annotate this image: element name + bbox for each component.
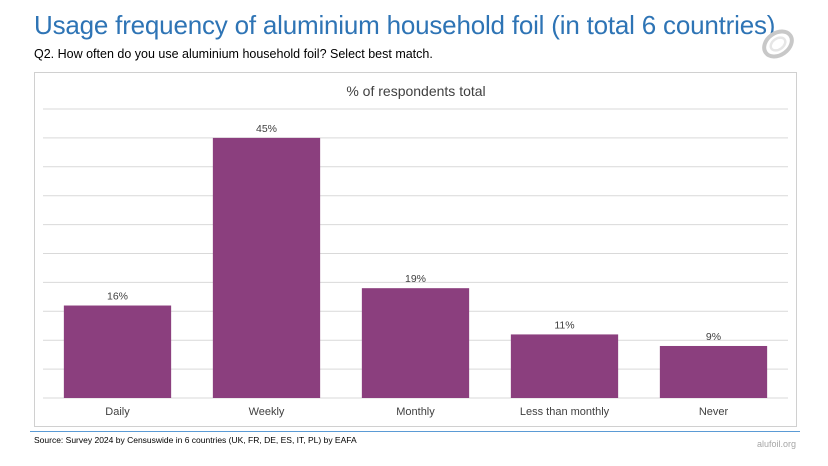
bar-daily [63, 305, 172, 398]
x-tick-label: Weekly [249, 406, 285, 418]
chart-area: % of respondents total 16% 45% 19% 11% 9% Da… [34, 72, 797, 427]
bar-less-than-monthly [510, 334, 619, 398]
footer-divider [30, 431, 800, 432]
value-labels: 16% 45% 19% 11% 9% [107, 123, 721, 343]
value-label: 11% [554, 319, 574, 331]
value-label: 45% [256, 123, 277, 135]
value-label: 9% [706, 331, 721, 343]
bars [63, 137, 768, 398]
x-tick-label: Less than monthly [520, 406, 610, 418]
bar-weekly [212, 137, 321, 398]
bar-chart: % of respondents total 16% 45% 19% 11% 9% Da… [43, 83, 788, 418]
bar-monthly [361, 288, 470, 398]
chart-title: % of respondents total [346, 83, 485, 99]
alufoil-swirl-logo-icon [762, 29, 794, 59]
x-tick-label: Monthly [396, 406, 435, 418]
value-label: 19% [405, 273, 426, 285]
source-note: Source: Survey 2024 by Censuswide in 6 c… [34, 435, 357, 445]
x-tick-label: Daily [105, 406, 130, 418]
bar-never [659, 345, 768, 398]
x-axis-labels: Daily Weekly Monthly Less than monthly Never [105, 406, 728, 418]
value-label: 16% [107, 291, 128, 303]
site-url: alufoil.org [756, 439, 796, 449]
x-tick-label: Never [699, 406, 729, 418]
survey-question: Q2. How often do you use aluminium house… [34, 47, 433, 61]
slide-title: Usage frequency of aluminium household f… [34, 10, 776, 40]
